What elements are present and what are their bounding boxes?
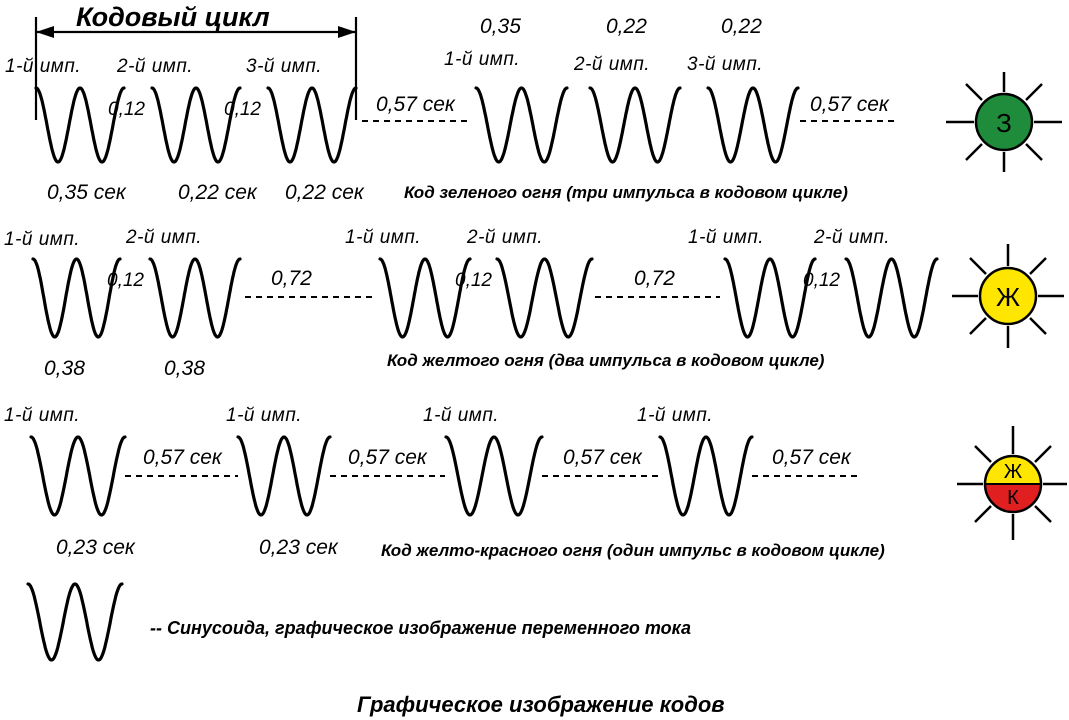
top-value-label: 0,22 [721,15,762,38]
legend-sine-icon [26,582,124,662]
pulse-label: 2-й имп. [125,227,202,248]
interval-label: 0,12 [224,99,261,120]
pulse-wave [474,86,569,164]
pause-label: 0,72 [634,267,675,290]
top-value-label: 0,35 [480,15,521,38]
lamp-letter: З [996,108,1012,138]
pause-label: 0,72 [271,267,312,290]
pulse-wave [31,257,122,339]
duration-label: 0,38 [164,357,205,380]
pulse-label: 3-й имп. [246,56,322,77]
pulse-label: 2-й имп. [466,227,543,248]
duration-label: 0,22 сек [285,181,365,204]
legend: -- Синусоида, графическое изображение пе… [26,582,691,662]
pause-label: 0,57 сек [563,446,643,469]
pulse-wave [148,257,242,339]
pulse-wave [378,257,472,339]
pulse-wave [236,435,332,517]
interval-label: 0,12 [108,99,145,120]
duration-label: 0,38 [44,357,85,380]
pulse-wave [588,86,682,164]
pause-label: 0,57 сек [143,446,223,469]
pulse-label: 1-й имп. [688,227,764,248]
pulse-wave [723,257,817,339]
cycle-arrow-left [36,26,54,38]
duration-label: 0,23 сек [56,536,136,559]
pulse-label: 1-й имп. [423,405,499,426]
lamp-letter-lower: К [1007,487,1019,509]
pulse-wave [29,435,127,517]
green-signal-lamp: З [946,72,1062,172]
cycle-label: Кодовый цикл [76,2,270,32]
pulse-label: 1-й имп. [226,405,302,426]
pulse-wave [844,257,939,339]
pulse-label: 2-й имп. [813,227,890,248]
pulse-wave [266,86,358,164]
duration-label: 0,35 сек [47,181,127,204]
lamp-upper-half [985,456,1041,484]
pulse-label: 3-й имп. [687,54,763,75]
lamp-rays [957,426,1067,540]
pulse-wave [495,257,594,339]
yellow-signal-lamp: Ж [952,244,1064,348]
pause-label: 0,57 сек [810,93,890,116]
pause-label: 0,57 сек [772,446,852,469]
duration-label: 0,23 сек [259,536,339,559]
pulse-wave [34,86,126,164]
lamp-circle [974,92,1034,152]
duration-label: 0,22 сек [178,181,258,204]
top-value-label: 0,22 [606,15,647,38]
lamp-letter-upper: Ж [1004,461,1023,483]
pulse-label: 1-й имп. [4,229,80,250]
pulse-label: 1-й имп. [345,227,421,248]
lamp-rays [952,244,1064,348]
cycle-arrow-right [338,26,356,38]
green-code-row: 1-й имп. 2-й имп. 3-й имп. 1-й имп. 2-й … [5,15,1062,204]
legend-text: -- Синусоида, графическое изображение пе… [150,618,691,638]
pulse-wave [658,435,754,517]
pulse-wave [706,86,800,164]
pulse-wave [150,86,242,164]
yellow-red-signal-lamp: Ж К [957,426,1067,540]
code-cycle-bracket: Кодовый цикл [34,2,358,120]
pulse-label: 2-й имп. [116,56,193,77]
pulse-label: 1-й имп. [5,56,81,77]
yellow-red-code-row: 1-й имп. 1-й имп. 1-й имп. 1-й имп. 0,57… [4,405,1067,560]
code-caption: Код желтого огня (два импульса в кодовом… [387,351,825,370]
diagram-title: Графическое изображение кодов [357,692,725,717]
lamp-circle [978,266,1038,326]
pulse-label: 1-й имп. [637,405,713,426]
pulse-label: 1-й имп. [444,49,520,70]
pause-label: 0,57 сек [376,93,456,116]
lamp-letter: Ж [996,282,1020,312]
pulse-label: 2-й имп. [573,54,650,75]
pulse-label: 1-й имп. [4,405,80,426]
lamp-lower-half [985,484,1041,512]
interval-label: 0,12 [803,270,840,291]
pause-label: 0,57 сек [348,446,428,469]
interval-label: 0,12 [107,270,144,291]
yellow-code-row: 1-й имп. 2-й имп. 1-й имп. 2-й имп. 1-й … [4,227,1064,380]
code-caption: Код желто-красного огня (один импульс в … [381,541,885,560]
lamp-rays [946,72,1062,172]
pulse-wave [444,435,544,517]
code-caption: Код зеленого огня (три импульса в кодово… [404,183,848,202]
interval-label: 0,12 [455,270,492,291]
